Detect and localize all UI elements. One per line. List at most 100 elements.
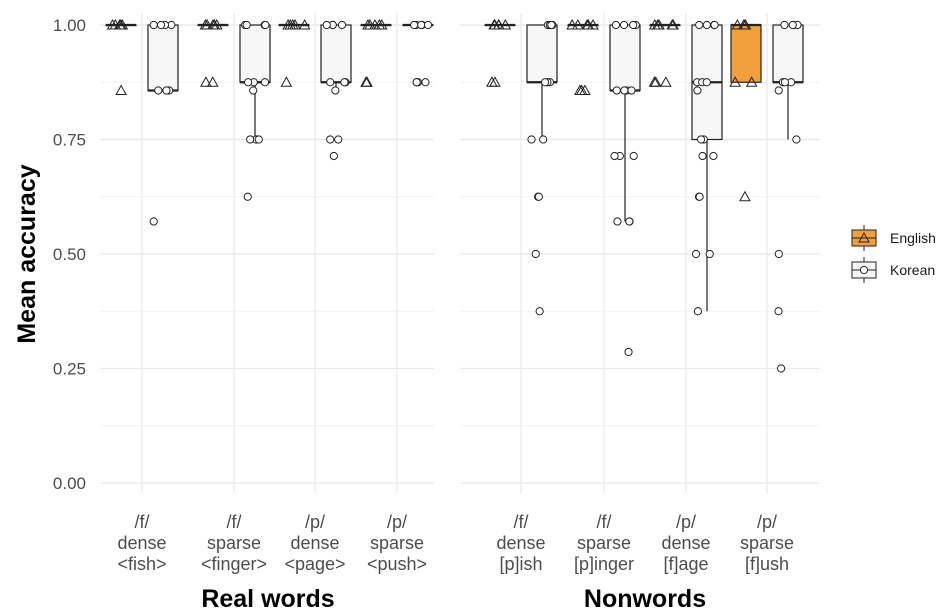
data-point-triangle: [648, 76, 661, 87]
data-point-circle: [244, 78, 253, 87]
data-point-circle: [627, 86, 636, 95]
data-point-circle: [710, 20, 719, 30]
data-point-triangle: [731, 18, 744, 30]
x-category-label: /p/: [305, 512, 325, 532]
x-category-label: sparse: [577, 533, 631, 553]
data-point-circle: [531, 249, 540, 259]
plot-area: [105, 18, 804, 373]
y-tick-label: 0.50: [53, 245, 86, 264]
y-tick-label: 1.00: [53, 16, 86, 35]
box: [320, 24, 352, 83]
data-point-circle: [696, 135, 706, 144]
box-english: [730, 23, 762, 83]
x-category-label: /f/: [596, 512, 611, 532]
x-category-label: [f]age: [663, 554, 708, 574]
data-point-circle: [780, 20, 789, 30]
data-point-triangle: [199, 18, 212, 30]
data-point-circle: [610, 151, 619, 161]
data-point-triangle: [206, 76, 219, 87]
data-point-circle: [417, 20, 426, 30]
data-point-circle: [624, 347, 633, 357]
data-point-circle: [693, 86, 702, 95]
gridlines: [100, 13, 820, 493]
x-category-label: <page>: [284, 554, 345, 574]
data-point-circle: [246, 135, 255, 144]
data-point-triangle: [738, 18, 750, 30]
x-category-label: dense: [117, 533, 166, 553]
y-tick-label: 0.75: [53, 131, 86, 150]
x-category-label: sparse: [370, 533, 424, 553]
box: [609, 24, 641, 92]
data-point-triangle: [208, 18, 221, 30]
data-point-circle: [774, 249, 783, 259]
data-point-circle: [625, 217, 634, 226]
data-point-circle: [620, 86, 629, 95]
data-point-triangle: [369, 18, 381, 30]
data-point-circle: [792, 135, 801, 144]
data-point-triangle: [566, 18, 579, 30]
data-point-circle: [162, 86, 171, 95]
data-point-circle: [534, 192, 543, 201]
data-point-circle: [156, 20, 166, 30]
data-point-circle: [249, 86, 258, 95]
data-point-triangle: [200, 76, 212, 87]
data-point-triangle: [280, 76, 293, 87]
data-point-circle: [260, 78, 270, 87]
y-tick-label: 0.25: [53, 360, 86, 379]
data-point-circle: [619, 20, 629, 30]
data-point-circle: [774, 307, 783, 316]
box: [147, 24, 179, 92]
x-category-label: /f/: [134, 512, 149, 532]
x-category-label: /p/: [676, 512, 696, 532]
box: [772, 24, 804, 83]
data-point-triangle: [489, 76, 501, 87]
x-category-label: <finger>: [201, 554, 267, 574]
box-english: [567, 23, 599, 27]
data-point-circle: [698, 151, 707, 161]
data-point-circle: [539, 135, 548, 144]
box-english: [105, 23, 137, 27]
data-point-circle: [613, 217, 622, 226]
legend-item-english: English: [851, 225, 936, 251]
data-point-circle: [691, 249, 701, 259]
data-point-circle: [695, 192, 704, 201]
data-point-circle: [421, 78, 430, 87]
data-point-circle: [410, 20, 419, 30]
data-point-circle: [412, 78, 421, 87]
x-category-label: /f/: [513, 512, 528, 532]
data-point-circle: [693, 307, 702, 316]
data-point-circle: [326, 135, 335, 144]
y-axis: 0.00 0.25 0.50 0.75 1.00: [53, 16, 86, 493]
data-point-triangle: [499, 18, 512, 30]
data-point-circle: [776, 364, 786, 373]
data-point-triangle: [572, 18, 584, 30]
box-korean: [609, 24, 641, 222]
data-point-circle: [242, 20, 251, 30]
data-point-circle: [329, 151, 338, 161]
box-english: [484, 23, 516, 27]
legend-label: English: [890, 230, 936, 246]
x-axis: /f/dense<fish>/f/sparse<finger>/p/dense<…: [117, 512, 794, 612]
data-point-circle: [149, 20, 158, 30]
data-point-circle: [611, 20, 621, 30]
box-korean: [691, 24, 723, 312]
box: [526, 24, 558, 83]
data-point-circle: [154, 86, 163, 95]
data-point-circle: [547, 20, 556, 30]
panel-title: Nonwords: [584, 585, 706, 612]
box-korean: [147, 24, 179, 92]
data-point-circle: [705, 249, 714, 259]
box: [239, 24, 271, 83]
data-point-circle: [780, 78, 790, 87]
x-category-label: /f/: [226, 512, 241, 532]
y-axis-title: Mean accuracy: [13, 164, 41, 343]
panel-title: Real words: [201, 585, 334, 612]
data-point-circle: [540, 78, 550, 87]
data-point-triangle: [659, 76, 672, 87]
data-point-circle: [149, 217, 158, 226]
data-point-circle: [629, 151, 638, 161]
data-point-triangle: [575, 84, 588, 95]
y-tick-label: 0.00: [53, 474, 86, 493]
x-category-label: [p]ish: [499, 554, 542, 574]
